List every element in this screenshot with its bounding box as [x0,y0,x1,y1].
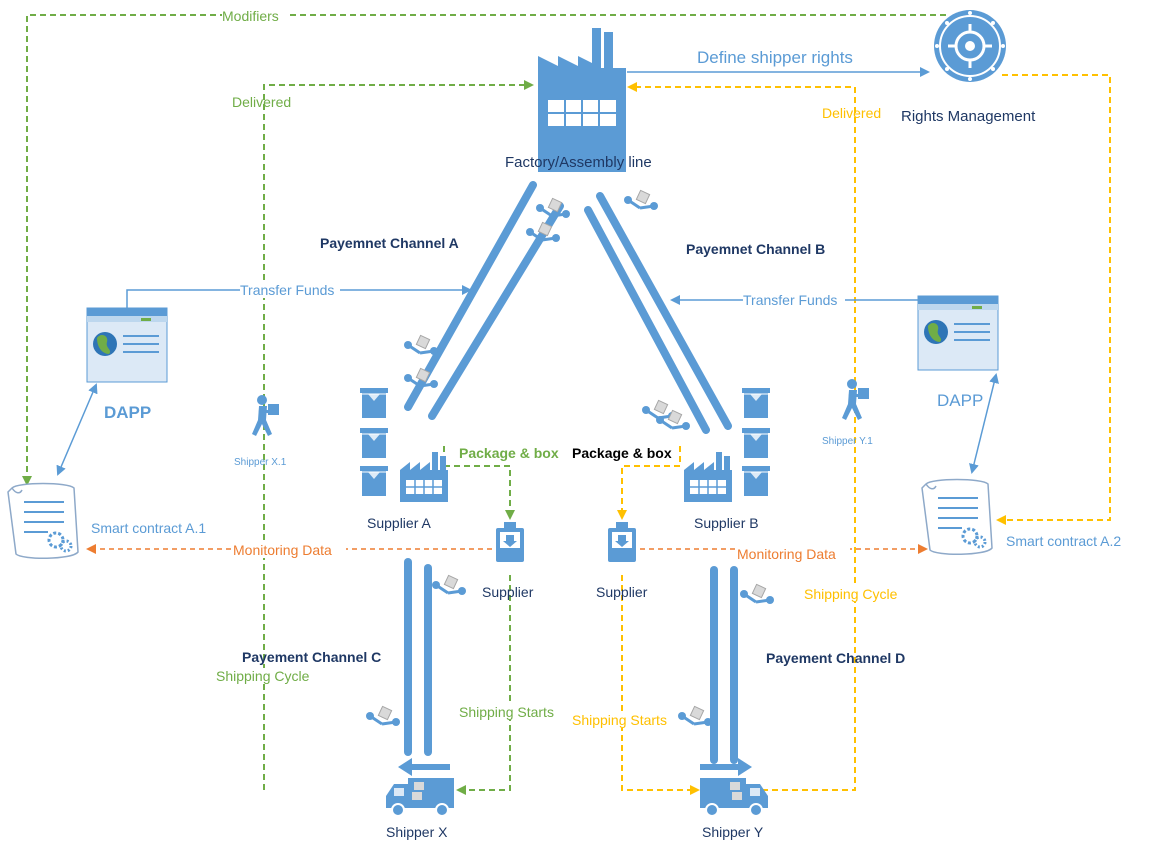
monitoring-left-label: Monitoring Data [233,542,332,558]
supplier-b-factory-icon [683,451,733,503]
delivered-right-connector [627,82,856,791]
supplier-right-label: Supplier [596,584,648,600]
shipping-starts-left-label: Shipping Starts [459,704,554,720]
channel-a-tubes [404,181,564,420]
package-right-connector [617,446,681,520]
shipping-cycle-left-label: Shipping Cycle [216,668,310,684]
factory-icon [538,28,626,172]
supplier-left-package-icon [496,522,524,562]
robot-arm-icon [364,704,402,728]
dapp-left-icon [86,307,168,383]
supplier-right-package-icon [608,522,636,562]
channel-d-label: Payement Channel D [766,650,905,666]
transfer-funds-left-label: Transfer Funds [240,282,334,298]
factory-label: Factory/Assembly line [505,154,652,171]
robot-arm-icon [622,188,660,212]
shipper-y1-label: Shipper Y.1 [822,436,873,447]
shipping-starts-left-connector [456,575,511,795]
channel-d-tubes [710,566,738,764]
robot-arm-icon [524,220,562,244]
truck-y-arrow [700,758,752,776]
robot-arm-icon [430,573,468,597]
dapp-contract-left-connector [56,383,98,476]
vault-icon [934,10,1006,82]
modifiers-left-label: Modifiers [222,8,279,24]
delivered-right-label: Delivered [822,105,881,121]
robot-arm-icon [676,704,714,728]
truck-y-icon [699,777,769,817]
stacked-boxes-left-icon [359,387,389,497]
supplier-a-label: Supplier A [367,515,431,531]
rights-management-label: Rights Management [901,108,1036,125]
modifiers-left-connector [22,14,946,486]
channel-c-label: Payement Channel C [242,649,381,665]
robot-arm-icon [402,333,440,357]
modifiers-right-connector [996,74,1111,525]
dapp-contract-right-connector [969,373,999,474]
supplier-left-label: Supplier [482,584,534,600]
delivered-left-label: Delivered [232,94,291,110]
package-box-left-label: Package & box [459,445,559,461]
truck-x-icon [385,777,455,817]
shipping-cycle-right-label: Shipping Cycle [804,586,898,602]
robot-arm-icon [534,196,572,220]
truck-x-arrow [398,758,450,776]
monitoring-right-label: Monitoring Data [737,546,836,562]
channel-a-label: Payemnet Channel A [320,235,459,251]
shipper-y1-icon [840,377,871,422]
dapp-left-label: DAPP [104,403,151,422]
transfer-funds-right-label: Transfer Funds [743,292,837,308]
delivered-left-connector [263,80,534,790]
shipping-starts-right-connector [621,575,700,795]
channel-b-tubes [584,192,732,434]
dapp-right-icon [917,295,999,371]
shipper-x1-label: Shipper X.1 [234,457,287,468]
smart-contract-a2-label: Smart contract A.2 [1006,533,1121,549]
robot-arm-icon [654,408,692,432]
supplier-a-factory-icon [399,451,449,503]
shipper-y-label: Shipper Y [702,824,764,840]
smart-contract-left-icon [6,482,80,560]
shipping-starts-right-label: Shipping Starts [572,712,667,728]
smart-contract-a1-label: Smart contract A.1 [91,520,206,536]
shipper-x-label: Shipper X [386,824,448,840]
package-box-right-label: Package & box [572,445,672,461]
dapp-right-label: DAPP [937,391,983,410]
channel-b-label: Payemnet Channel B [686,241,825,257]
robot-arm-icon [402,366,440,390]
define-rights-label: Define shipper rights [697,48,853,67]
smart-contract-right-icon [920,478,994,556]
channel-c-tubes [404,558,432,756]
robot-arm-icon [738,582,776,606]
supplier-b-label: Supplier B [694,515,759,531]
stacked-boxes-right-icon [741,387,771,497]
shipper-x1-icon [250,393,281,438]
transfer-funds-left-connector [126,285,472,308]
